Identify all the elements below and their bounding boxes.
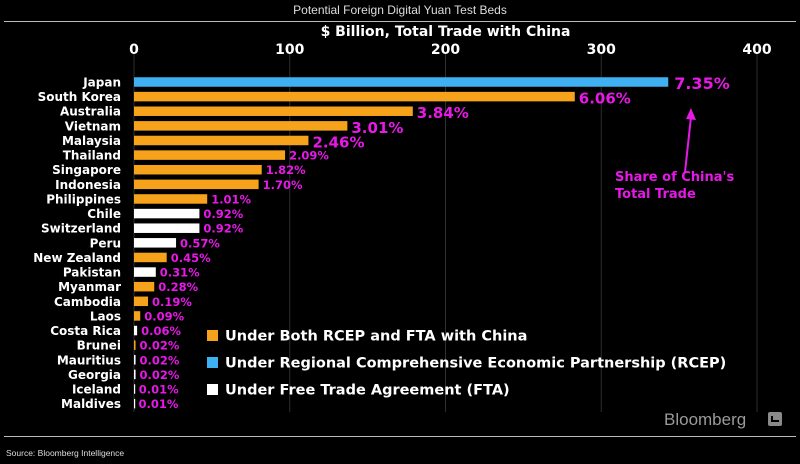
data-label-brunei: 0.02% [140, 339, 180, 353]
bar-georgia [134, 369, 136, 380]
data-label-pakistan: 0.31% [160, 266, 200, 280]
category-label-south-korea: South Korea [38, 90, 121, 104]
x-tick-label: 100 [275, 42, 304, 58]
category-label-vietnam: Vietnam [65, 119, 121, 133]
bar-iceland [134, 384, 136, 394]
bar-laos [134, 311, 141, 321]
category-label-myanmar: Myanmar [58, 280, 121, 294]
legend-label-both: Under Both RCEP and FTA with China [225, 329, 527, 345]
data-label-georgia: 0.02% [140, 368, 180, 382]
x-tick-label: 200 [431, 42, 460, 58]
category-label-brunei: Brunei [77, 339, 121, 353]
bar-indonesia [134, 179, 259, 190]
data-label-mauritius: 0.02% [140, 353, 180, 367]
bar-thailand [134, 150, 286, 160]
bar-pakistan [134, 267, 156, 277]
bloomberg-logo-icon [768, 412, 782, 426]
legend: Under Both RCEP and FTA with China Under … [207, 329, 726, 399]
category-label-pakistan: Pakistan [63, 266, 121, 280]
annotation-arrow [684, 116, 692, 173]
bar-maldives [134, 398, 136, 409]
data-label-laos: 0.09% [144, 309, 184, 323]
bar-mauritius [134, 355, 136, 365]
legend-swatch-rcep [207, 357, 218, 368]
bar-australia [134, 106, 413, 116]
category-label-australia: Australia [60, 105, 121, 119]
bar-brunei [134, 340, 136, 350]
category-label-chile: Chile [87, 207, 121, 221]
data-label-costa-rica: 0.06% [141, 324, 181, 338]
bar-vietnam [134, 121, 348, 131]
category-label-singapore: Singapore [52, 163, 121, 177]
data-label-peru: 0.57% [180, 236, 220, 250]
page-title: Potential Foreign Digital Yuan Test Beds [293, 3, 507, 17]
data-label-thailand: 2.09% [289, 149, 329, 163]
category-label-georgia: Georgia [68, 368, 121, 382]
data-label-chile: 0.92% [203, 207, 243, 221]
data-label-switzerland: 0.92% [203, 222, 243, 236]
category-label-switzerland: Switzerland [41, 222, 121, 236]
annotation-text-line: Total Trade [615, 187, 696, 202]
category-label-thailand: Thailand [63, 149, 121, 163]
data-label-cambodia: 0.19% [152, 295, 192, 309]
bar-switzerland [134, 223, 200, 233]
bar-singapore [134, 164, 262, 175]
data-labels: 7.35% 6.06% 3.84% 3.01%2.46%2.09%1.82%1.70%… [138, 74, 729, 411]
bar-myanmar [134, 281, 155, 292]
data-label-malaysia: 2.46% [312, 133, 364, 151]
annotation-text-line: Share of China's [615, 170, 735, 185]
category-label-new-zealand: New Zealand [33, 251, 121, 265]
data-label-new-zealand: 0.45% [171, 251, 211, 265]
legend-label-rcep: Under Regional Comprehensive Economic Pa… [225, 356, 726, 372]
data-label-maldives: 0.01% [138, 397, 178, 411]
data-label-myanmar: 0.28% [158, 280, 198, 294]
data-label-iceland: 0.01% [139, 383, 179, 397]
bar-costa-rica [134, 325, 138, 336]
legend-swatch-fta [207, 384, 218, 395]
bar-malaysia [134, 135, 309, 146]
category-label-iceland: Iceland [72, 383, 121, 397]
bar-new-zealand [134, 252, 167, 263]
data-label-south-korea: 6.06% [579, 90, 631, 108]
bar-chile [134, 208, 200, 219]
bar-japan [134, 77, 669, 87]
annotation: Share of China's Total Trade [615, 108, 735, 202]
category-label-indonesia: Indonesia [55, 178, 121, 192]
bar-cambodia [134, 296, 149, 307]
source-note: Source: Bloomberg Intelligence [6, 448, 125, 458]
data-label-australia: 3.84% [417, 104, 469, 122]
bar-chart: 0 100 200 300 400 $ Billion, Total Trade wit… [33, 24, 772, 412]
annotation-arrowhead [686, 108, 696, 120]
category-label-philippines: Philippines [46, 192, 121, 206]
category-label-mauritius: Mauritius [57, 353, 121, 367]
category-label-malaysia: Malaysia [62, 134, 121, 148]
x-axis-label: $ Billion, Total Trade with China [321, 24, 571, 40]
category-label-japan: Japan [82, 76, 121, 90]
x-tick-label: 400 [742, 42, 771, 58]
bar-south-korea [134, 91, 575, 102]
data-label-vietnam: 3.01% [351, 119, 403, 137]
x-tick-label: 0 [129, 42, 139, 58]
bar-philippines [134, 194, 208, 204]
bars [134, 77, 669, 409]
category-label-peru: Peru [90, 236, 121, 250]
data-label-indonesia: 1.70% [263, 178, 303, 192]
category-label-cambodia: Cambodia [54, 295, 121, 309]
bottom-divider [4, 436, 796, 437]
bloomberg-logo: Bloomberg [664, 410, 747, 429]
category-label-maldives: Maldives [61, 397, 121, 411]
category-label-costa-rica: Costa Rica [50, 324, 121, 338]
data-label-japan: 7.35% [674, 74, 730, 93]
legend-label-fta: Under Free Trade Agreement (FTA) [225, 383, 510, 399]
top-divider [4, 21, 796, 22]
bar-peru [134, 238, 177, 248]
data-label-philippines: 1.01% [211, 192, 251, 206]
x-tick-labels: 0 100 200 300 400 [129, 42, 772, 58]
legend-swatch-both [207, 330, 218, 341]
category-label-laos: Laos [90, 309, 121, 323]
x-tick-label: 300 [587, 42, 616, 58]
data-label-singapore: 1.82% [266, 163, 306, 177]
